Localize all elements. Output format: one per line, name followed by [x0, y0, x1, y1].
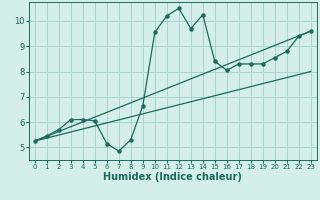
X-axis label: Humidex (Indice chaleur): Humidex (Indice chaleur) — [103, 172, 242, 182]
